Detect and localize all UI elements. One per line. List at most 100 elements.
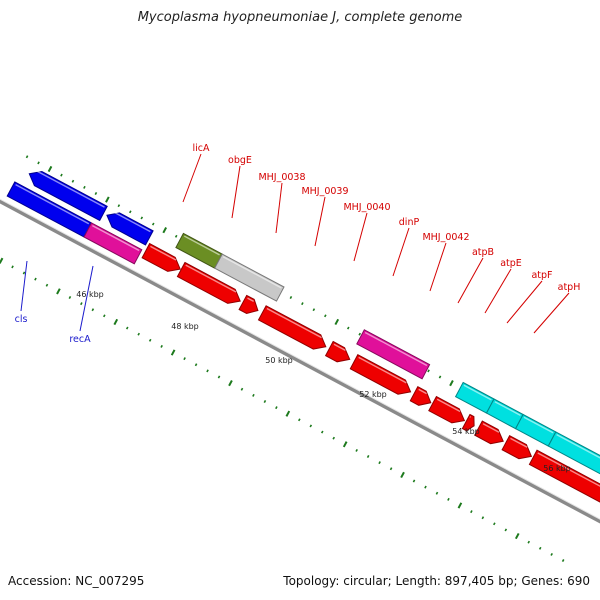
inner-row-tick <box>561 559 565 563</box>
gene-obge-arrow <box>214 253 285 302</box>
inner-row-tick <box>160 344 163 348</box>
backbone-line <box>0 199 600 524</box>
outer-row-tick <box>151 222 155 226</box>
inner-row-tick <box>228 380 233 387</box>
gene-lica-label: licA <box>192 143 210 154</box>
gene-mhj-0038-arrow <box>409 386 432 406</box>
inner-row-tick <box>91 308 95 312</box>
kbp-label: 54 kbp <box>452 427 480 436</box>
gene-mhj-0039-label: MHJ_0039 <box>301 186 348 197</box>
gene-cls-highlight <box>15 184 90 225</box>
inner-row-tick <box>103 314 106 318</box>
backbone-highlight <box>0 198 600 520</box>
gene-atpf-label: atpF <box>531 270 552 281</box>
outer-row-tick <box>346 326 350 330</box>
gene-mhj-0038-highlight <box>266 307 322 339</box>
inner-row-tick <box>470 510 473 514</box>
gene-mhj-0038-arrow <box>324 340 351 363</box>
inner-row-tick <box>68 295 72 299</box>
inner-row-tick <box>400 471 405 479</box>
gene-atph-label: atpH <box>558 282 581 293</box>
inner-row-tick <box>170 349 176 356</box>
inner-row-tick <box>22 271 26 275</box>
inner-row-tick <box>45 283 49 287</box>
kbp-label: 48 kbp <box>171 322 199 331</box>
accession-label: Accession: NC_007295 <box>8 574 145 588</box>
gene-mhj-0038-highlight <box>418 388 427 395</box>
outer-row-tick <box>162 227 168 234</box>
gene-reca-label: recA <box>69 334 91 345</box>
kbp-label: 46 kbp <box>76 290 104 299</box>
outer-row-tick <box>334 318 340 326</box>
gene-labels: cls recA licA obgE MHJ_0038 MHJ_0039 MHJ_0040d… <box>15 143 581 345</box>
kbp-label: 50 kbp <box>265 356 293 365</box>
gene-mhj-0038-highlight <box>436 398 461 413</box>
gene-cls-highlight <box>111 210 151 233</box>
gene-mhj-0038-highlight <box>358 356 407 384</box>
inner-row-tick <box>389 467 393 471</box>
tick-marks <box>0 155 600 563</box>
gene-atpf-leader <box>506 280 543 324</box>
gene-mhj-0038-arrow <box>176 261 241 304</box>
gene-atph-leader <box>533 292 570 334</box>
outer-row-tick <box>60 173 63 177</box>
inner-row-tick <box>148 338 152 342</box>
inner-row-tick <box>34 277 37 281</box>
gene-mhj-0038-arrow <box>349 354 412 395</box>
gene-mhj-0038-arrow <box>141 242 181 272</box>
gene-reca-leader <box>79 265 94 332</box>
outer-row-tick <box>438 375 442 379</box>
genome-title: Mycoplasma hyopneumoniae J, complete gen… <box>137 10 463 25</box>
gene-dinp-arrow <box>356 329 431 380</box>
inner-row-tick <box>309 424 313 428</box>
inner-row-tick <box>550 552 553 556</box>
gene-mhj-0042-leader <box>429 242 447 292</box>
gene-mhj-0038-label: MHJ_0038 <box>258 172 305 183</box>
inner-row-tick <box>240 387 244 391</box>
gene-mhj-0038-arrow <box>461 413 475 432</box>
outer-row-tick <box>47 165 53 173</box>
gene-atpb-leader <box>457 257 484 304</box>
inner-row-tick <box>206 369 209 373</box>
gene-dinp-leader <box>392 227 410 277</box>
gene-atpe-leader <box>484 268 512 314</box>
gene-mhj-0038-arrow <box>238 294 259 315</box>
inner-row-tick <box>366 455 370 459</box>
gene-mhj-0038-highlight <box>247 297 254 303</box>
inner-row-tick <box>538 546 542 550</box>
gene-features <box>6 168 600 503</box>
inner-row-tick <box>435 491 439 495</box>
gene-mhj-0038-arrow <box>428 395 466 424</box>
gene-mhj-0040-leader <box>353 212 368 262</box>
inner-row-tick <box>275 406 278 410</box>
inner-row-tick <box>481 516 485 520</box>
inner-row-tick <box>504 528 508 532</box>
outer-row-tick <box>449 380 454 387</box>
gene-mhj-0040-label: MHJ_0040 <box>343 202 390 213</box>
kbp-label: 56 kbp <box>543 464 571 473</box>
gene-atpe-label: atpE <box>500 258 522 269</box>
gene-mhj-0038-arrow <box>474 420 504 445</box>
inner-row-tick <box>252 393 255 397</box>
inner-row-tick <box>217 375 221 379</box>
gene-lica-highlight <box>183 235 220 256</box>
inner-row-tick <box>183 357 186 361</box>
inner-row-tick <box>285 410 291 417</box>
outer-row-tick <box>71 179 75 183</box>
inner-row-tick <box>447 497 450 501</box>
gene-atph-highlight <box>556 434 600 459</box>
inner-row-tick <box>493 522 496 526</box>
gene-lica-arrow <box>175 232 223 269</box>
inner-row-tick <box>113 318 119 326</box>
outer-row-tick <box>129 210 132 214</box>
inner-row-tick <box>56 288 61 295</box>
gene-mhj-0038-arrow <box>257 305 327 350</box>
inner-row-tick <box>125 326 129 330</box>
inner-row-tick <box>424 485 427 489</box>
gene-obge-highlight <box>222 256 282 289</box>
gene-atpb-label: atpB <box>472 247 494 258</box>
outer-row-tick <box>117 204 121 208</box>
gene-cls-highlight <box>33 168 105 208</box>
gene-mhj-0038-highlight <box>185 264 237 293</box>
outer-row-tick <box>312 308 316 312</box>
